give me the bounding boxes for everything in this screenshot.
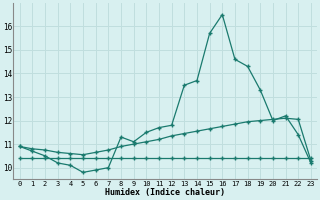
- X-axis label: Humidex (Indice chaleur): Humidex (Indice chaleur): [105, 188, 225, 197]
